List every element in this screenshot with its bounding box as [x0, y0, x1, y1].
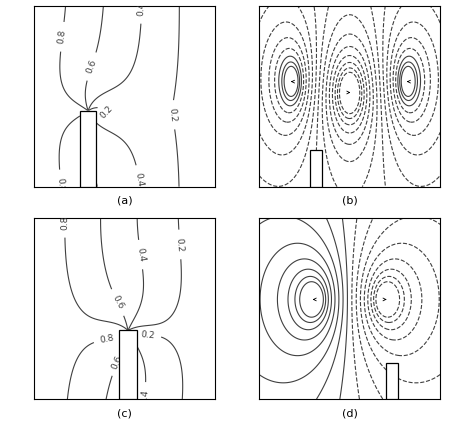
Text: 0.2: 0.2: [175, 237, 185, 252]
Text: 0.4: 0.4: [139, 389, 150, 405]
Text: 0.2: 0.2: [167, 107, 178, 122]
Text: 0.4: 0.4: [135, 247, 146, 262]
Bar: [386, 363, 398, 399]
Text: 0.2: 0.2: [141, 330, 155, 340]
Text: 0.8: 0.8: [55, 177, 66, 192]
Text: 0.6: 0.6: [110, 354, 124, 371]
Text: 0.6: 0.6: [110, 294, 125, 311]
Text: 0.6: 0.6: [85, 58, 98, 75]
Text: (d): (d): [342, 408, 357, 418]
Text: (a): (a): [117, 196, 132, 206]
Text: (b): (b): [342, 196, 357, 206]
Text: 0.8: 0.8: [57, 29, 68, 44]
Text: 0.8: 0.8: [99, 333, 115, 345]
Text: 0.4: 0.4: [133, 172, 145, 187]
Text: 0.2: 0.2: [98, 103, 114, 120]
Bar: [119, 330, 137, 399]
Text: (c): (c): [117, 408, 132, 418]
Bar: [310, 151, 321, 187]
Text: 0.8: 0.8: [60, 215, 70, 230]
Bar: [80, 111, 96, 187]
Text: 0.4: 0.4: [137, 2, 146, 16]
